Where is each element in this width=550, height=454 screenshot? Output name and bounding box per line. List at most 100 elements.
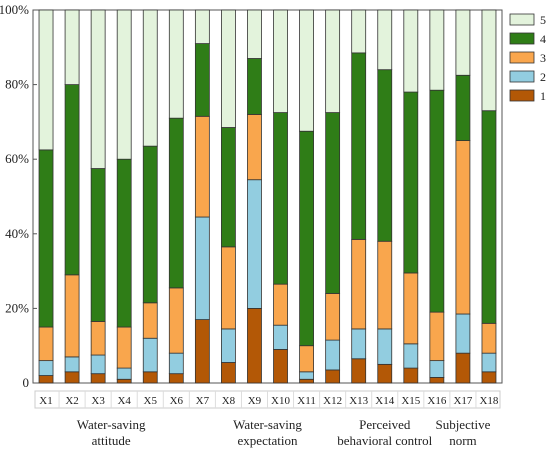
x-tick-label: X12 <box>323 395 342 407</box>
bar-segment-X14-s4 <box>377 69 393 242</box>
bar-segment-X6-s3 <box>168 287 184 354</box>
legend-label: 1 <box>540 89 546 103</box>
x-tick-label: X18 <box>479 395 498 407</box>
bar-segment-X9-s4 <box>247 58 262 115</box>
bar-segment-X18-s5 <box>481 9 497 112</box>
bar-segment-X3-s3 <box>90 321 106 356</box>
bar-segment-X14-s5 <box>377 9 393 71</box>
bar-segment-X7-s4 <box>194 43 210 117</box>
bar-segment-X3-s5 <box>90 9 106 169</box>
bar-segment-X6-s1 <box>168 373 184 384</box>
bar-segment-X17-s3 <box>455 140 471 315</box>
bar-segment-X5-s1 <box>142 371 158 384</box>
group-label: Water-saving <box>77 417 146 432</box>
bar-segment-X18-s2 <box>481 352 497 373</box>
bar-segment-X5-s3 <box>142 302 158 339</box>
bar-segment-X11-s5 <box>299 9 314 132</box>
bar-segment-X10-s1 <box>273 349 288 384</box>
bar-segment-X15-s5 <box>403 9 419 93</box>
x-tick-label: X13 <box>349 395 368 407</box>
bar-segment-X2-s4 <box>64 84 80 276</box>
bar-segment-X16-s4 <box>429 89 445 313</box>
x-tick-label: X10 <box>271 395 290 407</box>
bar-segment-X3-s4 <box>90 168 106 322</box>
bar-segment-X4-s2 <box>116 367 132 380</box>
bar-segment-X17-s2 <box>455 313 471 354</box>
bar-segment-X1-s2 <box>38 360 54 376</box>
bar-segment-X10-s3 <box>273 283 288 326</box>
bar-segment-X17-s5 <box>455 9 471 76</box>
bar-segment-X10-s5 <box>273 9 288 113</box>
bar-segment-X5-s5 <box>142 9 158 147</box>
group-label: attitude <box>92 433 131 448</box>
bar-segment-X9-s5 <box>247 9 262 59</box>
bar-segment-X12-s2 <box>325 339 341 371</box>
bar-segment-X15-s4 <box>403 91 419 274</box>
bar-segment-X3-s1 <box>90 373 106 384</box>
bar-segment-X9-s1 <box>247 307 262 384</box>
bar-segment-X1-s1 <box>38 375 54 384</box>
bar-segment-X8-s4 <box>221 127 236 248</box>
legend-swatch <box>509 51 535 64</box>
bar-segment-X14-s2 <box>377 328 393 365</box>
bar-segment-X4-s1 <box>116 378 132 384</box>
bar-segment-X11-s4 <box>299 130 314 347</box>
bar-segment-X18-s1 <box>481 371 497 384</box>
bar-segment-X16-s2 <box>429 360 445 378</box>
x-tick-label: X5 <box>144 395 158 407</box>
x-tick-label: X3 <box>91 395 105 407</box>
x-tick-label: X2 <box>65 395 78 407</box>
bar-segment-X15-s1 <box>403 367 419 384</box>
x-tick-label: X1 <box>39 395 52 407</box>
bar-segment-X1-s3 <box>38 326 54 362</box>
x-tick-label: X17 <box>453 395 472 407</box>
bar-segment-X12-s3 <box>325 293 341 341</box>
y-tick-label: 60% <box>5 151 29 166</box>
bar-segment-X6-s4 <box>168 117 184 289</box>
bar-segment-X2-s5 <box>64 9 80 85</box>
bar-segment-X14-s3 <box>377 240 393 330</box>
x-tick-label: X14 <box>375 395 394 407</box>
bar-segment-X16-s5 <box>429 9 445 91</box>
bar-segment-X8-s5 <box>221 9 236 128</box>
group-label: Subjective <box>435 417 490 432</box>
bar-segment-X16-s1 <box>429 377 445 384</box>
bar-segment-X7-s1 <box>194 319 210 384</box>
bar-segment-X15-s3 <box>403 272 419 345</box>
bar-segment-X2-s2 <box>64 356 80 373</box>
bar-segment-X8-s3 <box>221 246 236 330</box>
bar-segment-X18-s4 <box>481 110 497 324</box>
bar-segment-X14-s1 <box>377 363 393 384</box>
bar-segment-X13-s5 <box>351 9 367 54</box>
legend-swatch <box>509 32 535 45</box>
x-tick-label: X11 <box>297 395 316 407</box>
bar-segment-X1-s4 <box>38 149 54 328</box>
bar-segment-X7-s3 <box>194 115 210 218</box>
legend-swatch <box>509 13 535 26</box>
x-tick-label: X6 <box>170 395 184 407</box>
bar-segment-X7-s5 <box>194 9 210 44</box>
legend-label: 5 <box>540 13 546 27</box>
y-tick-label: 20% <box>5 300 29 315</box>
y-tick-label: 40% <box>5 226 29 241</box>
x-tick-label: X16 <box>427 395 446 407</box>
group-label: Perceived <box>359 417 411 432</box>
legend-label: 4 <box>540 32 546 46</box>
bar-segment-X12-s4 <box>325 112 341 294</box>
bar-segment-X10-s2 <box>273 324 288 350</box>
bar-segment-X8-s2 <box>221 328 236 363</box>
legend-swatch <box>509 70 535 83</box>
bar-segment-X6-s5 <box>168 9 184 119</box>
bar-segment-X4-s3 <box>116 326 132 369</box>
bar-segment-X13-s1 <box>351 358 367 384</box>
group-label: norm <box>449 433 476 448</box>
bar-segment-X2-s3 <box>64 274 80 358</box>
bar-segment-X11-s2 <box>299 371 314 380</box>
legend-label: 3 <box>540 51 546 65</box>
bar-segment-X3-s2 <box>90 354 106 375</box>
bar-segment-X11-s3 <box>299 345 314 373</box>
bar-segment-X17-s4 <box>455 74 471 141</box>
y-tick-label: 100% <box>0 2 29 17</box>
legend-swatch <box>509 89 535 102</box>
